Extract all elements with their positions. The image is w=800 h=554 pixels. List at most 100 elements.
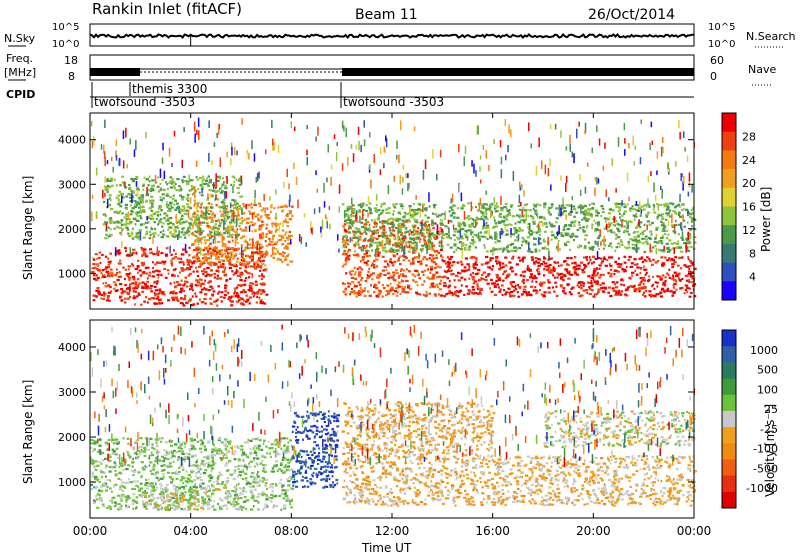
data-cell	[370, 235, 373, 238]
data-cell	[405, 241, 407, 248]
data-cell	[284, 240, 287, 243]
data-cell	[645, 271, 648, 275]
data-cell	[136, 219, 140, 222]
data-cell	[671, 263, 674, 266]
data-cell	[342, 245, 346, 249]
data-cell	[166, 192, 169, 195]
data-cell	[345, 127, 347, 138]
data-cell	[192, 270, 195, 273]
data-cell	[201, 216, 205, 219]
data-cell	[571, 151, 573, 158]
data-cell	[107, 260, 111, 263]
data-cell	[379, 275, 382, 278]
data-cell	[139, 205, 142, 214]
data-cell	[674, 232, 677, 235]
data-cell	[241, 209, 243, 215]
data-cell	[476, 285, 480, 288]
data-cell	[177, 283, 181, 286]
data-cell	[277, 145, 280, 154]
data-cell	[137, 235, 141, 238]
data-cell	[373, 285, 376, 288]
data-cell	[673, 291, 676, 294]
data-cell	[210, 206, 214, 209]
data-cell	[677, 277, 680, 280]
data-cell	[577, 281, 581, 285]
data-cell	[204, 246, 206, 249]
data-cell	[251, 276, 254, 279]
data-cell	[220, 201, 224, 204]
data-cell	[522, 207, 525, 210]
data-cell	[117, 456, 121, 460]
data-cell	[402, 224, 406, 227]
data-cell	[402, 273, 405, 276]
data-cell	[358, 293, 362, 296]
data-cell	[218, 205, 221, 208]
data-cell	[470, 229, 472, 232]
data-cell	[140, 217, 143, 220]
data-cell	[673, 230, 677, 233]
data-cell	[251, 251, 255, 254]
data-cell	[671, 247, 675, 250]
data-cell	[686, 155, 689, 163]
data-cell	[618, 208, 621, 211]
data-cell	[502, 219, 506, 223]
data-cell	[421, 283, 424, 286]
data-cell	[219, 191, 224, 194]
data-cell	[230, 247, 234, 251]
data-cell	[529, 273, 533, 276]
data-cell	[682, 207, 685, 211]
data-cell	[431, 277, 434, 280]
data-cell	[416, 212, 419, 215]
data-cell	[605, 225, 610, 228]
data-cell	[106, 190, 109, 194]
data-cell	[233, 287, 237, 290]
data-cell	[514, 239, 518, 242]
data-cell	[92, 294, 96, 297]
data-cell	[180, 297, 183, 300]
data-cell	[471, 160, 473, 167]
data-cell	[105, 270, 108, 273]
data-cell	[514, 229, 519, 232]
data-cell	[195, 235, 198, 238]
data-cell	[138, 293, 141, 296]
data-cell	[346, 218, 350, 221]
data-cell	[656, 281, 659, 284]
data-cell	[342, 225, 346, 228]
data-cell	[451, 208, 454, 211]
data-cell	[353, 243, 356, 246]
data-cell	[109, 220, 113, 223]
data-cell	[519, 181, 521, 188]
data-cell	[317, 126, 319, 136]
data-cell	[570, 293, 573, 296]
data-cell	[264, 213, 267, 216]
data-cell	[553, 236, 558, 239]
data-cell	[230, 253, 233, 257]
data-cell	[156, 246, 159, 256]
data-cell	[206, 246, 208, 249]
data-cell	[489, 259, 492, 262]
data-cell	[490, 278, 493, 281]
data-cell	[237, 207, 241, 211]
data-cell	[356, 292, 360, 295]
data-cell	[193, 211, 196, 214]
data-cell	[273, 141, 275, 151]
data-cell	[97, 276, 100, 279]
data-cell	[555, 285, 558, 288]
data-cell	[377, 208, 381, 212]
data-cell	[219, 222, 223, 225]
data-cell	[390, 286, 394, 289]
data-cell	[144, 255, 149, 258]
data-cell	[236, 247, 241, 250]
data-cell	[539, 216, 543, 219]
data-cell	[180, 287, 184, 290]
data-cell	[143, 300, 146, 303]
data-cell	[199, 229, 202, 232]
data-cell	[565, 232, 570, 235]
data-cell	[94, 279, 99, 282]
data-cell	[502, 262, 505, 265]
data-cell	[345, 209, 348, 212]
data-cell	[547, 211, 551, 215]
data-cell	[473, 267, 476, 270]
data-cell	[628, 255, 632, 259]
data-cell	[174, 199, 178, 202]
